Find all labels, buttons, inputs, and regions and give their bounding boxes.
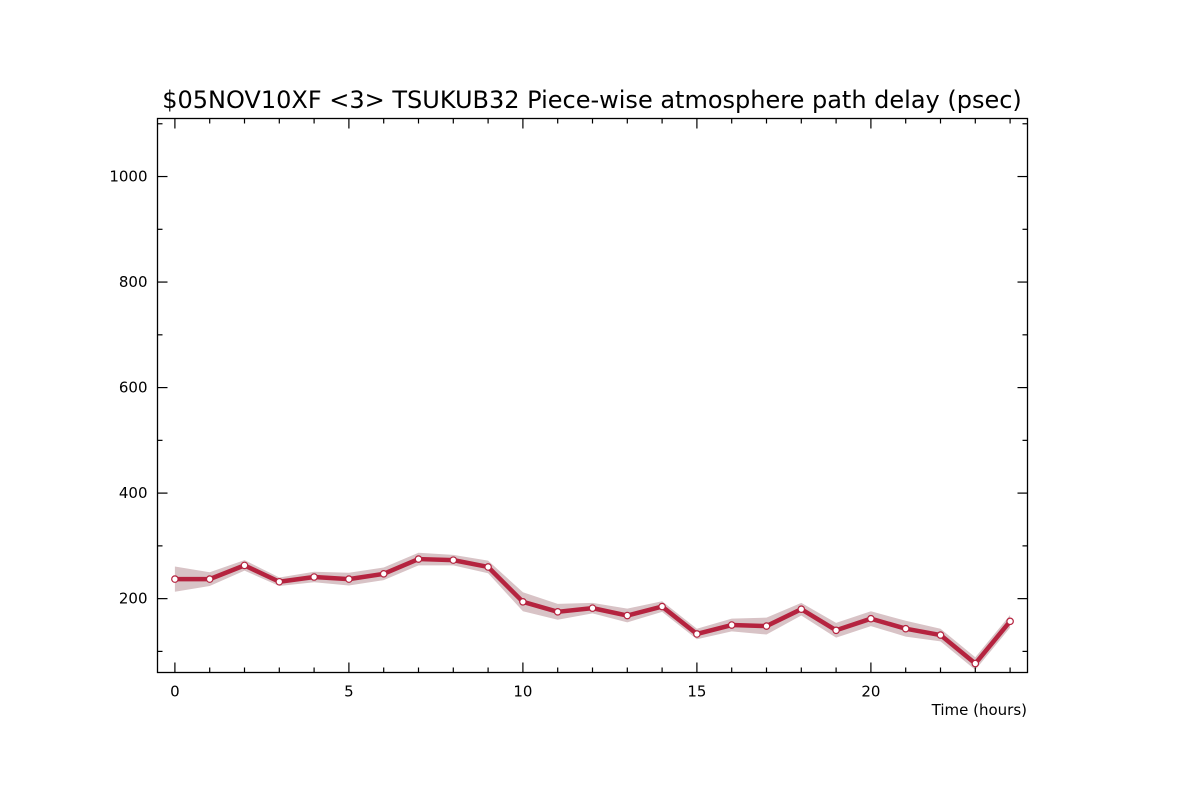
- data-point: [658, 602, 666, 611]
- x-tick-label: 5: [344, 683, 354, 701]
- data-point: [727, 621, 736, 629]
- tick-labels: 0 5 10 15 20 200 400 600 800 1000: [109, 168, 880, 701]
- x-axis-label: Time (hours): [931, 701, 1027, 719]
- data-point: [414, 555, 423, 563]
- data-point: [832, 626, 840, 635]
- data-point: [310, 573, 318, 581]
- data-point: [171, 575, 179, 583]
- data-point: [867, 614, 875, 623]
- y-tick-label: 400: [119, 484, 148, 502]
- data-point: [588, 604, 597, 612]
- data-point: [1006, 617, 1014, 626]
- y-tick-label: 200: [119, 590, 148, 608]
- data-point: [484, 563, 492, 571]
- y-tick-label: 1000: [109, 168, 147, 186]
- data-point: [240, 561, 249, 570]
- data-point: [519, 597, 527, 606]
- axis-ticks: [157, 118, 1028, 673]
- data-point: [205, 575, 214, 583]
- data-point: [345, 575, 353, 583]
- data-point: [275, 577, 284, 586]
- chart-title: $05NOV10XF <3> TSUKUB32 Piece-wise atmos…: [162, 86, 1022, 114]
- data-point: [901, 624, 910, 633]
- y-tick-label: 800: [119, 273, 148, 291]
- x-tick-label: 10: [513, 683, 532, 701]
- data-point: [762, 622, 771, 630]
- data-point-layer: [171, 555, 1014, 668]
- plot-frame: [156, 117, 1029, 674]
- data-point: [623, 611, 632, 620]
- data-point: [936, 631, 945, 639]
- data-point: [693, 630, 701, 638]
- data-point: [379, 570, 388, 578]
- x-tick-label: 15: [687, 683, 706, 701]
- data-point: [553, 608, 562, 616]
- y-tick-label: 600: [119, 379, 148, 397]
- data-point: [797, 605, 806, 613]
- x-tick-label: 20: [861, 683, 880, 701]
- data-point: [449, 556, 458, 564]
- x-tick-label: 0: [170, 683, 180, 701]
- data-point: [971, 659, 980, 668]
